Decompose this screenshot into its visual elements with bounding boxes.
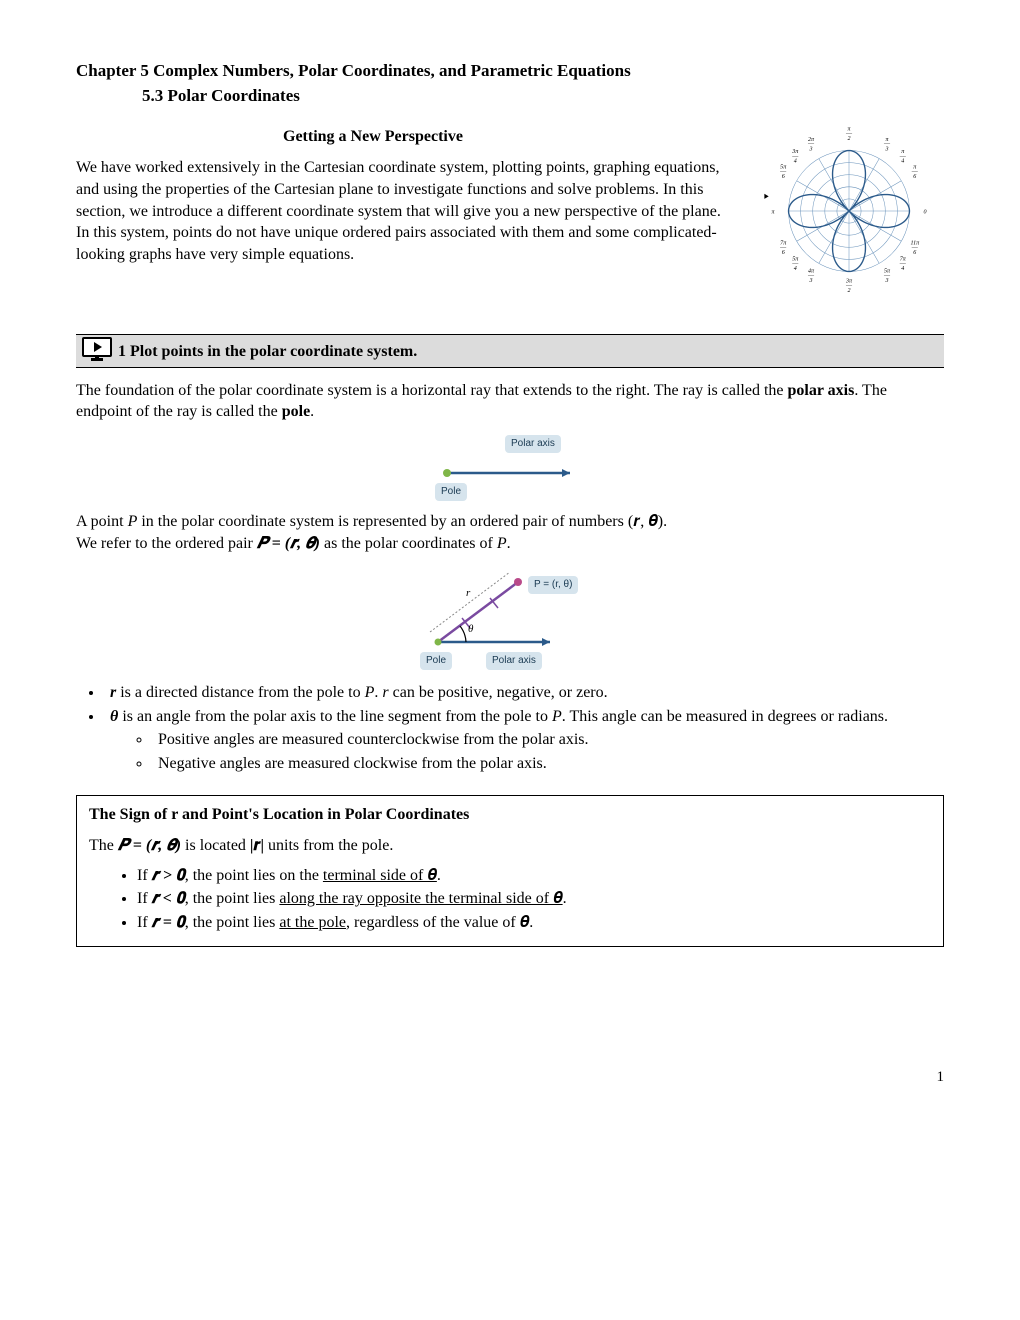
chapter-title: Chapter 5 Complex Numbers, Polar Coordin… [76,60,944,83]
box-title: The Sign of r and Point's Location in Po… [89,804,931,826]
svg-text:7π―4: 7π―4 [899,256,907,272]
sign-of-r-box: The Sign of r and Point's Location in Po… [76,795,944,947]
theta-bullet: θ is an angle from the polar axis to the… [104,706,944,775]
svg-text:2π―3: 2π―3 [807,137,815,153]
svg-text:4π―3: 4π―3 [807,267,815,284]
r-label: r [466,586,470,601]
polar-axis-diagram: Polar axis Pole [76,431,944,501]
negative-angle-sub: Negative angles are measured clockwise f… [152,753,944,775]
svg-text:11π―6: 11π―6 [911,241,921,257]
subtitle: Getting a New Perspective [283,126,736,148]
svg-text:π―3: π―3 [883,137,891,153]
pole-label-2: Pole [420,652,452,670]
svg-text:π―6: π―6 [911,165,919,181]
r-negative-item: If 𝒓 < 𝟎, the point lies along the ray o… [137,888,931,910]
svg-text:π―2: π―2 [845,127,853,142]
svg-text:5π―4: 5π―4 [791,256,799,272]
page-number: 1 [76,1067,944,1087]
definition-bullets: r is a directed distance from the pole t… [76,682,944,774]
svg-text:5π―6: 5π―6 [779,165,787,181]
svg-text:3π―2: 3π―2 [845,279,853,295]
r-zero-item: If 𝒓 = 𝟎, the point lies at the pole, re… [137,912,931,934]
objective-text: 1 Plot points in the polar coordinate sy… [118,341,417,363]
theta-label: θ [468,622,473,637]
svg-text:0: 0 [923,209,926,215]
pole-label: Pole [435,483,467,501]
intro-row: Getting a New Perspective We have worked… [76,126,944,306]
positive-angle-sub: Positive angles are measured countercloc… [152,729,944,751]
r-positive-item: If 𝒓 > 𝟎, the point lies on the terminal… [137,865,931,887]
point-paragraph: A point P in the polar coordinate system… [76,511,944,554]
svg-text:π: π [771,209,775,215]
box-lead: The 𝑷 = (𝒓, 𝜽) is located |𝒓| units from… [89,835,931,857]
section-title: 5.3 Polar Coordinates [142,85,944,108]
svg-text:3π―4: 3π―4 [791,149,799,165]
r-bullet: r is a directed distance from the pole t… [104,682,944,704]
svg-text:5π―3: 5π―3 [883,268,891,284]
video-monitor-icon [82,337,112,363]
foundation-paragraph: The foundation of the polar coordinate s… [76,380,944,423]
svg-text:π―4: π―4 [899,149,907,165]
point-label: P = (r, θ) [528,576,578,594]
objective-bar: 1 Plot points in the polar coordinate sy… [76,334,944,368]
intro-paragraph: We have worked extensively in the Cartes… [76,157,736,265]
polar-axis-label: Polar axis [505,435,561,453]
point-diagram: r θ P = (r, θ) Pole Polar axis [76,562,944,672]
polar-axis-label-2: Polar axis [486,652,542,670]
svg-text:7π―6: 7π―6 [779,241,787,257]
polar-rose-graph: π―2 π―3 π―4 π―6 0 11π―6 7π―4 5π―3 3π―2 4π―3 5π―4 7π… [754,116,944,306]
